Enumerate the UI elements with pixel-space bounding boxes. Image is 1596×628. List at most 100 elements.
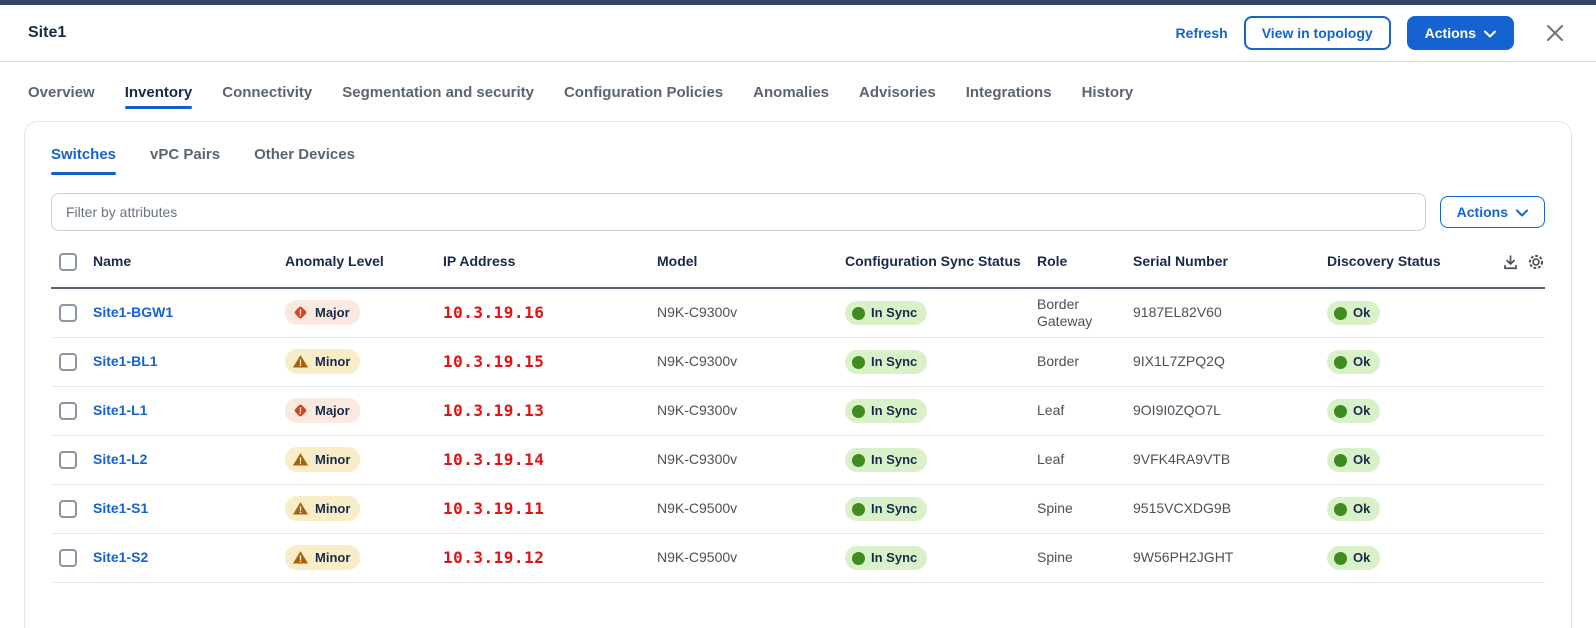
column-header-config-sync-status[interactable]: Configuration Sync Status bbox=[845, 253, 1021, 270]
sync-status-label: In Sync bbox=[871, 500, 918, 516]
sync-status-badge: In Sync bbox=[845, 496, 928, 522]
subtab-vpc-pairs[interactable]: vPC Pairs bbox=[150, 146, 221, 163]
tab-configuration-policies[interactable]: Configuration Policies bbox=[563, 84, 724, 101]
model: N9K-C9300v bbox=[657, 451, 738, 468]
ip-address: 10.3.19.13 bbox=[443, 401, 545, 420]
anomaly-badge: ! Minor bbox=[285, 349, 361, 375]
green-status-dot-icon bbox=[1334, 453, 1347, 467]
tab-history[interactable]: History bbox=[1081, 84, 1134, 101]
column-header-serial-number[interactable]: Serial Number bbox=[1133, 253, 1228, 270]
row-checkbox[interactable] bbox=[59, 402, 77, 420]
switch-name-link[interactable]: Site1-L2 bbox=[93, 451, 148, 468]
table-actions-button[interactable]: Actions bbox=[1439, 196, 1545, 228]
role: Spine bbox=[1037, 500, 1073, 517]
sync-status-label: In Sync bbox=[871, 304, 918, 320]
anomaly-badge: ! Minor bbox=[285, 447, 361, 473]
main-tab-bar: Overview Inventory Connectivity Segmentatio… bbox=[0, 62, 1596, 113]
anomaly-badge-label: Major bbox=[315, 304, 350, 320]
tab-inventory[interactable]: Inventory bbox=[124, 84, 192, 113]
role: Spine bbox=[1037, 549, 1073, 566]
anomaly-badge: ! Major bbox=[285, 398, 360, 424]
model: N9K-C9300v bbox=[657, 304, 738, 321]
tab-segmentation-and-security[interactable]: Segmentation and security bbox=[342, 84, 534, 101]
discovery-status-badge: Ok bbox=[1327, 496, 1381, 522]
discovery-status-badge: Ok bbox=[1327, 300, 1381, 326]
major-anomaly-icon: ! bbox=[292, 304, 309, 321]
switch-name-link[interactable]: Site1-BL1 bbox=[93, 353, 158, 370]
table-header-row: Name Anomaly Level IP Address Model Conf… bbox=[51, 237, 1545, 289]
model: N9K-C9300v bbox=[657, 402, 738, 419]
table-row: Site1-S2 ! Minor 10.3.19.12 N9K-C9500v I… bbox=[51, 534, 1545, 583]
sync-status-badge: In Sync bbox=[845, 398, 928, 424]
sync-status-badge: In Sync bbox=[845, 300, 928, 326]
discovery-status-label: Ok bbox=[1353, 402, 1371, 418]
ip-address: 10.3.19.14 bbox=[443, 450, 545, 469]
serial-number: 9W56PH2JGHT bbox=[1133, 549, 1234, 566]
sync-status-label: In Sync bbox=[871, 451, 918, 467]
download-icon[interactable] bbox=[1502, 254, 1519, 271]
row-checkbox[interactable] bbox=[59, 500, 77, 518]
anomaly-badge-label: Minor bbox=[315, 353, 351, 369]
tab-overview[interactable]: Overview bbox=[28, 84, 95, 101]
tab-anomalies[interactable]: Anomalies bbox=[753, 84, 830, 101]
switch-name-link[interactable]: Site1-BGW1 bbox=[93, 304, 174, 321]
serial-number: 9187EL82V60 bbox=[1133, 304, 1222, 321]
green-status-dot-icon bbox=[852, 355, 865, 369]
inventory-subtab-bar: Switches vPC Pairs Other Devices bbox=[51, 146, 1545, 175]
serial-number: 9OI9I0ZQO7L bbox=[1133, 402, 1221, 419]
discovery-status-label: Ok bbox=[1353, 549, 1371, 565]
chevron-down-icon bbox=[1484, 26, 1496, 40]
row-checkbox[interactable] bbox=[59, 353, 77, 371]
table-row: Site1-L1 ! Major 10.3.19.13 N9K-C9300v I… bbox=[51, 387, 1545, 436]
refresh-link[interactable]: Refresh bbox=[1175, 25, 1228, 41]
green-status-dot-icon bbox=[1334, 551, 1347, 565]
subtab-other-devices[interactable]: Other Devices bbox=[254, 146, 355, 163]
green-status-dot-icon bbox=[1334, 306, 1347, 320]
gear-icon[interactable] bbox=[1527, 253, 1545, 271]
discovery-status-label: Ok bbox=[1353, 353, 1371, 369]
filter-row: Actions bbox=[51, 193, 1545, 231]
view-in-topology-button[interactable]: View in topology bbox=[1243, 16, 1391, 50]
tab-connectivity[interactable]: Connectivity bbox=[222, 84, 313, 101]
row-checkbox[interactable] bbox=[59, 304, 77, 322]
row-checkbox[interactable] bbox=[59, 451, 77, 469]
table-row: Site1-BL1 ! Minor 10.3.19.15 N9K-C9300v … bbox=[51, 338, 1545, 387]
minor-anomaly-icon: ! bbox=[292, 451, 309, 468]
green-status-dot-icon bbox=[852, 404, 865, 418]
sync-status-label: In Sync bbox=[871, 402, 918, 418]
green-status-dot-icon bbox=[1334, 502, 1347, 516]
column-header-name[interactable]: Name bbox=[93, 253, 132, 270]
green-status-dot-icon bbox=[852, 551, 865, 565]
row-checkbox[interactable] bbox=[59, 549, 77, 567]
header-actions-label: Actions bbox=[1424, 25, 1476, 41]
green-status-dot-icon bbox=[852, 453, 865, 467]
sync-status-badge: In Sync bbox=[845, 447, 928, 473]
column-header-model[interactable]: Model bbox=[657, 253, 698, 270]
model: N9K-C9500v bbox=[657, 549, 738, 566]
column-header-ip-address[interactable]: IP Address bbox=[443, 253, 516, 270]
anomaly-badge: ! Minor bbox=[285, 496, 361, 522]
column-header-discovery-status[interactable]: Discovery Status bbox=[1327, 253, 1441, 270]
serial-number: 9515VCXDG9B bbox=[1133, 500, 1232, 517]
switch-name-link[interactable]: Site1-S1 bbox=[93, 500, 149, 517]
subtab-switches[interactable]: Switches bbox=[51, 146, 117, 175]
role: Leaf bbox=[1037, 402, 1065, 419]
switch-name-link[interactable]: Site1-S2 bbox=[93, 549, 149, 566]
select-all-checkbox[interactable] bbox=[59, 253, 77, 271]
switch-name-link[interactable]: Site1-L1 bbox=[93, 402, 148, 419]
filter-input[interactable] bbox=[51, 193, 1426, 231]
sync-status-label: In Sync bbox=[871, 549, 918, 565]
sync-status-label: In Sync bbox=[871, 353, 918, 369]
column-header-role[interactable]: Role bbox=[1037, 253, 1068, 270]
anomaly-badge-label: Minor bbox=[315, 451, 351, 467]
discovery-status-badge: Ok bbox=[1327, 447, 1381, 473]
close-icon[interactable] bbox=[1544, 22, 1566, 44]
anomaly-badge-label: Minor bbox=[315, 500, 351, 516]
tab-integrations[interactable]: Integrations bbox=[965, 84, 1052, 101]
tab-advisories[interactable]: Advisories bbox=[859, 84, 936, 101]
discovery-status-badge: Ok bbox=[1327, 398, 1381, 424]
svg-text:!: ! bbox=[299, 308, 302, 319]
column-header-anomaly-level[interactable]: Anomaly Level bbox=[285, 253, 384, 270]
header-actions-button[interactable]: Actions bbox=[1406, 16, 1514, 50]
model: N9K-C9300v bbox=[657, 353, 738, 370]
